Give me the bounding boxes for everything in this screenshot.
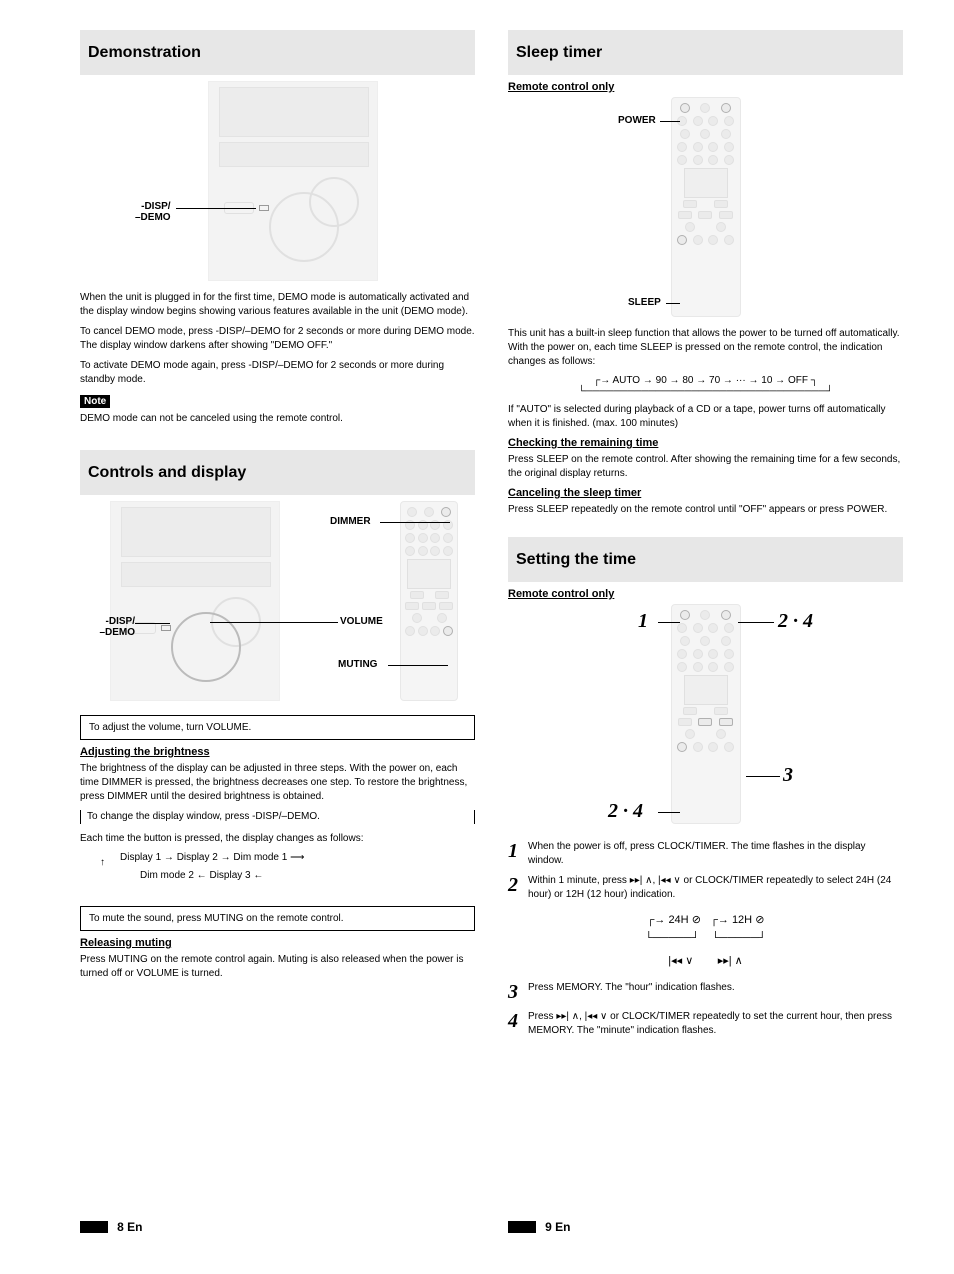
label-volume: VOLUME [340,616,383,627]
step-1-label: 1 [638,610,648,633]
remote-diagram-1 [400,501,458,701]
step-4-row: 4 Press ▸▸| ∧, |◂◂ ∨ or CLOCK/TIMER repe… [508,1010,903,1038]
section-heading-demo: Demonstration [80,30,475,75]
brightness-body: The brightness of the display can be adj… [80,762,475,804]
step-24a-label: 2 · 4 [778,610,813,633]
disp-instruction-box: To change the display window, press -DIS… [80,810,475,824]
remote-only-h1: Remote control only [508,81,903,93]
note-tag: Note [80,395,110,408]
releasing-muting-heading: Releasing muting [80,937,475,949]
check-remaining-body: Press SLEEP on the remote control. After… [508,453,903,481]
demo-note: DEMO mode can not be canceled using the … [80,412,475,426]
page-number-right: 9 En [545,1220,570,1234]
demo-intro: When the unit is plugged in for the firs… [80,291,475,319]
remote-only-h2: Remote control only [508,588,903,600]
disp-cycle-note: Each time the button is pressed, the dis… [80,832,475,846]
releasing-muting-body: Press MUTING on the remote control again… [80,953,475,981]
page-footer-right: 9 En [508,1220,570,1234]
sleep-body-1: This unit has a built-in sleep function … [508,327,903,369]
sleep-body-2: If "AUTO" is selected during playback of… [508,403,903,431]
page-marker-icon [508,1221,536,1233]
left-column: Demonstration -DISP/–DEMO When the unit … [80,30,475,987]
step-3-row: 3 Press MEMORY. The "hour" indication fl… [508,981,903,1004]
brightness-heading: Adjusting the brightness [80,746,475,758]
step-24b-label: 2 · 4 [608,800,643,823]
section-heading-controls: Controls and display [80,450,475,495]
step-3-label: 3 [783,764,793,787]
section-heading-sleep: Sleep timer [508,30,903,75]
clock-flow-diagram: ┌→ 24H ⊘ ┌→ 12H ⊘ └─────┘ └─────┘ |◂◂ ∨ … [508,912,903,971]
label-disp-demo-2: -DISP/–DEMO [75,616,135,638]
step-2-row: 2 Within 1 minute, press ▸▸| ∧, |◂◂ ∨ or… [508,874,903,902]
cancel-sleep-heading: Canceling the sleep timer [508,487,903,499]
section-title-time: Setting the time [516,551,636,569]
stereo-diagram-1 [208,81,378,281]
page-marker-icon [80,1221,108,1233]
right-column: Sleep timer Remote control only POWER SL… [508,30,903,1038]
section-title-controls: Controls and display [88,464,246,482]
section-title-sleep: Sleep timer [516,44,602,62]
stereo-diagram-2 [110,501,280,701]
step-1-row: 1 When the power is off, press CLOCK/TIM… [508,840,903,868]
label-sleep: SLEEP [628,297,661,308]
label-dimmer: DIMMER [330,516,371,527]
display-cycle-flow: ↑ Display 1 → Display 2 → Dim mode 1 ⟶ D… [80,852,475,902]
label-disp-demo: -DISP/–DEMO [135,201,171,223]
remote-diagram-time [671,604,741,824]
volume-instruction-box: To adjust the volume, turn VOLUME. [80,715,475,740]
check-remaining-heading: Checking the remaining time [508,437,903,449]
sleep-cycle-flow: ┌→ AUTO → 90 → 80 → 70 → ··· → 10 → OFF … [508,375,903,397]
section-title: Demonstration [88,44,201,62]
label-power: POWER [618,115,656,126]
page-number-left: 8 En [117,1220,142,1234]
cancel-sleep-body: Press SLEEP repeatedly on the remote con… [508,503,903,517]
muting-instruction-box: To mute the sound, press MUTING on the r… [80,906,475,931]
section-heading-time: Setting the time [508,537,903,582]
demo-bullet-1: To cancel DEMO mode, press -DISP/–DEMO f… [80,325,475,353]
label-muting: MUTING [338,659,377,670]
demo-bullet-2: To activate DEMO mode again, press -DISP… [80,359,475,387]
page-footer-left: 8 En [80,1220,142,1234]
remote-diagram-sleep [671,97,741,317]
